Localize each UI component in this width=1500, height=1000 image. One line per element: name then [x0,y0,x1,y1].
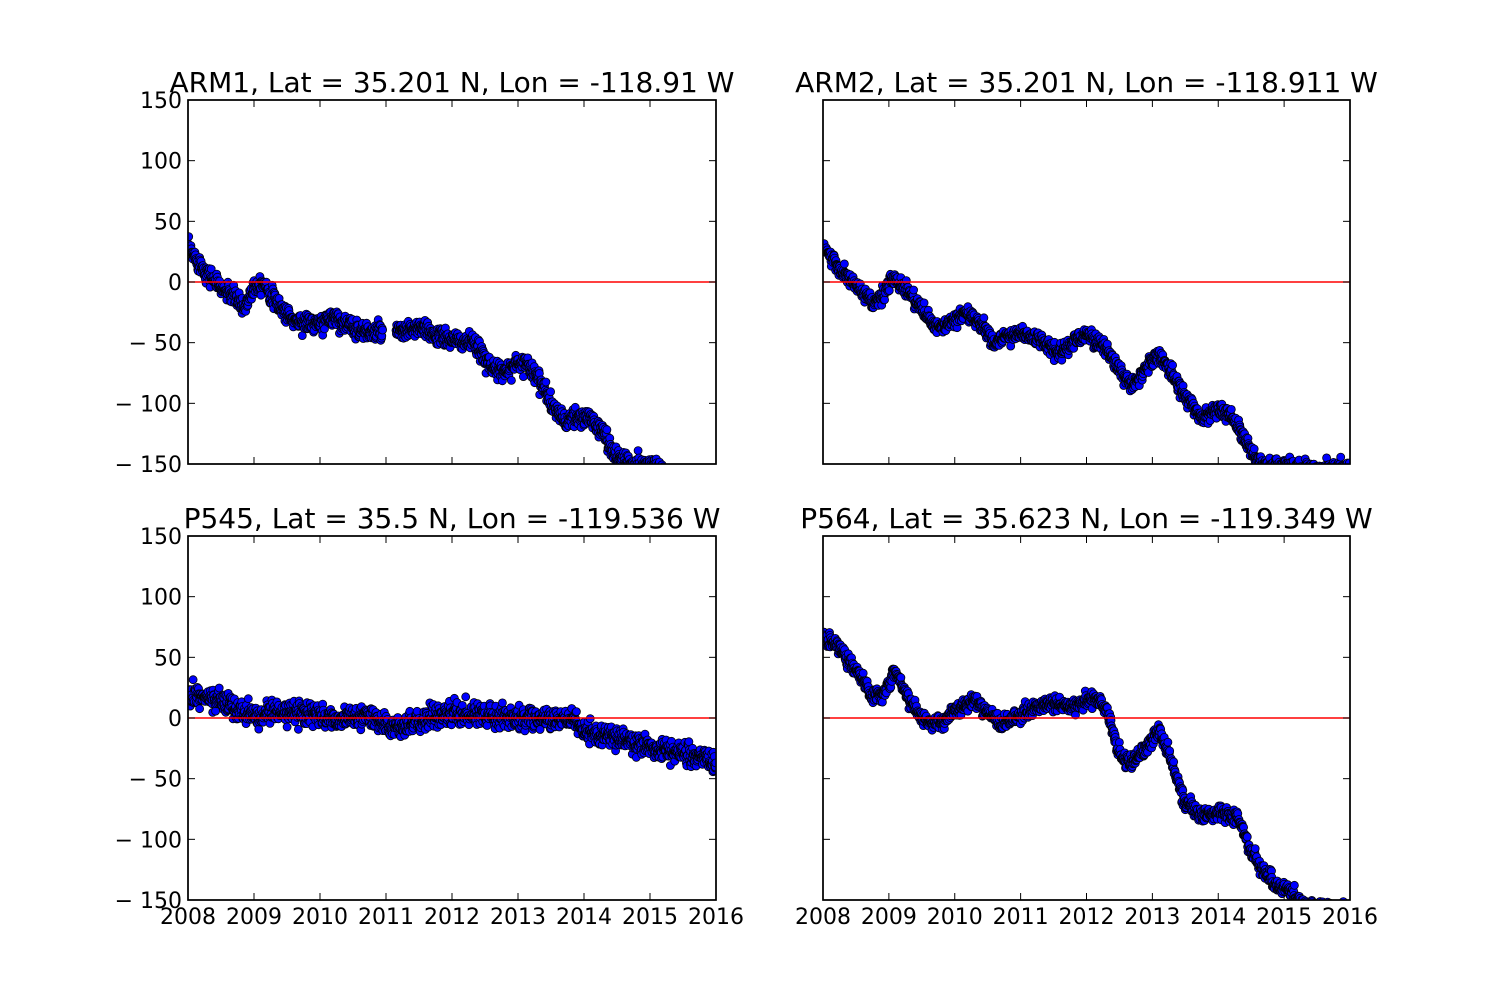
x-tick-label: 2008 [160,905,216,930]
y-tick-label: 100 [140,586,182,611]
y-tick-label: − 100 [115,828,182,853]
x-tick-label: 2010 [292,905,348,930]
panel-p545: 2008 2009 2010 2011 2012 2013 2014 2015 2016 150 1… [115,502,744,930]
y-tick-label: − 150 [115,889,182,914]
data-point [1168,360,1177,370]
y-tick-label: 50 [154,210,182,235]
data-point [211,706,221,716]
data-point [546,387,555,397]
y-tick-label: − 50 [129,768,182,793]
data-point [297,331,307,341]
x-tick-label: 2012 [424,905,480,930]
data-point [188,675,198,685]
x-tick-label: 2015 [622,905,678,930]
data-point [535,725,545,734]
data-point [378,325,388,335]
data-point [195,704,205,714]
data-point [243,694,253,704]
x-tick-label: 2014 [556,905,612,930]
y-tick-label: 100 [140,150,182,175]
data-point [602,425,612,435]
data-point [497,698,507,708]
x-tick-label: 2013 [490,905,546,930]
data-point [1336,452,1346,462]
data-point [858,668,868,678]
panel-title: ARM2, Lat = 35.201 N, Lon = -118.911 W [795,66,1378,99]
data-point [919,298,929,308]
data-point [541,377,551,387]
data-point [282,722,292,732]
x-tick-label: 2011 [358,905,414,930]
data-point [896,673,906,682]
y-tick-label: 150 [140,89,182,114]
panel-title: P545, Lat = 35.5 N, Lon = -119.536 W [184,502,721,535]
panel-arm1: 150 100 50 0 − 50 − 100 − 150 ARM1, Lat = 35.20… [115,66,735,478]
panel-p564: 2008 2009 2010 2011 2012 2013 2014 2015 2016P564… [795,502,1378,930]
data-point [461,692,471,702]
data-point [1249,444,1259,454]
data-point [884,286,894,296]
data-point [1226,404,1236,414]
panel-arm2: ARM2, Lat = 35.201 N, Lon = -118.911 W [795,66,1378,465]
y-tick-label: 0 [168,271,182,296]
panel-title: ARM1, Lat = 35.201 N, Lon = -118.91 W [170,66,735,99]
data-point [633,446,643,456]
data-point [506,375,516,385]
data-point [572,707,581,716]
data-point [293,724,303,734]
x-tick-label: 2016 [688,905,744,930]
y-tick-label: − 150 [115,453,182,478]
y-tick-label: 150 [140,525,182,550]
y-tick-label: 0 [168,707,182,732]
x-tick-label: 2009 [226,905,282,930]
data-point [979,313,989,323]
data-point [840,259,849,269]
y-tick-label: 50 [154,646,182,671]
data-point [214,683,224,693]
y-tick-label: − 50 [129,332,182,357]
data-point [909,285,918,295]
y-tick-label: − 100 [115,392,182,417]
